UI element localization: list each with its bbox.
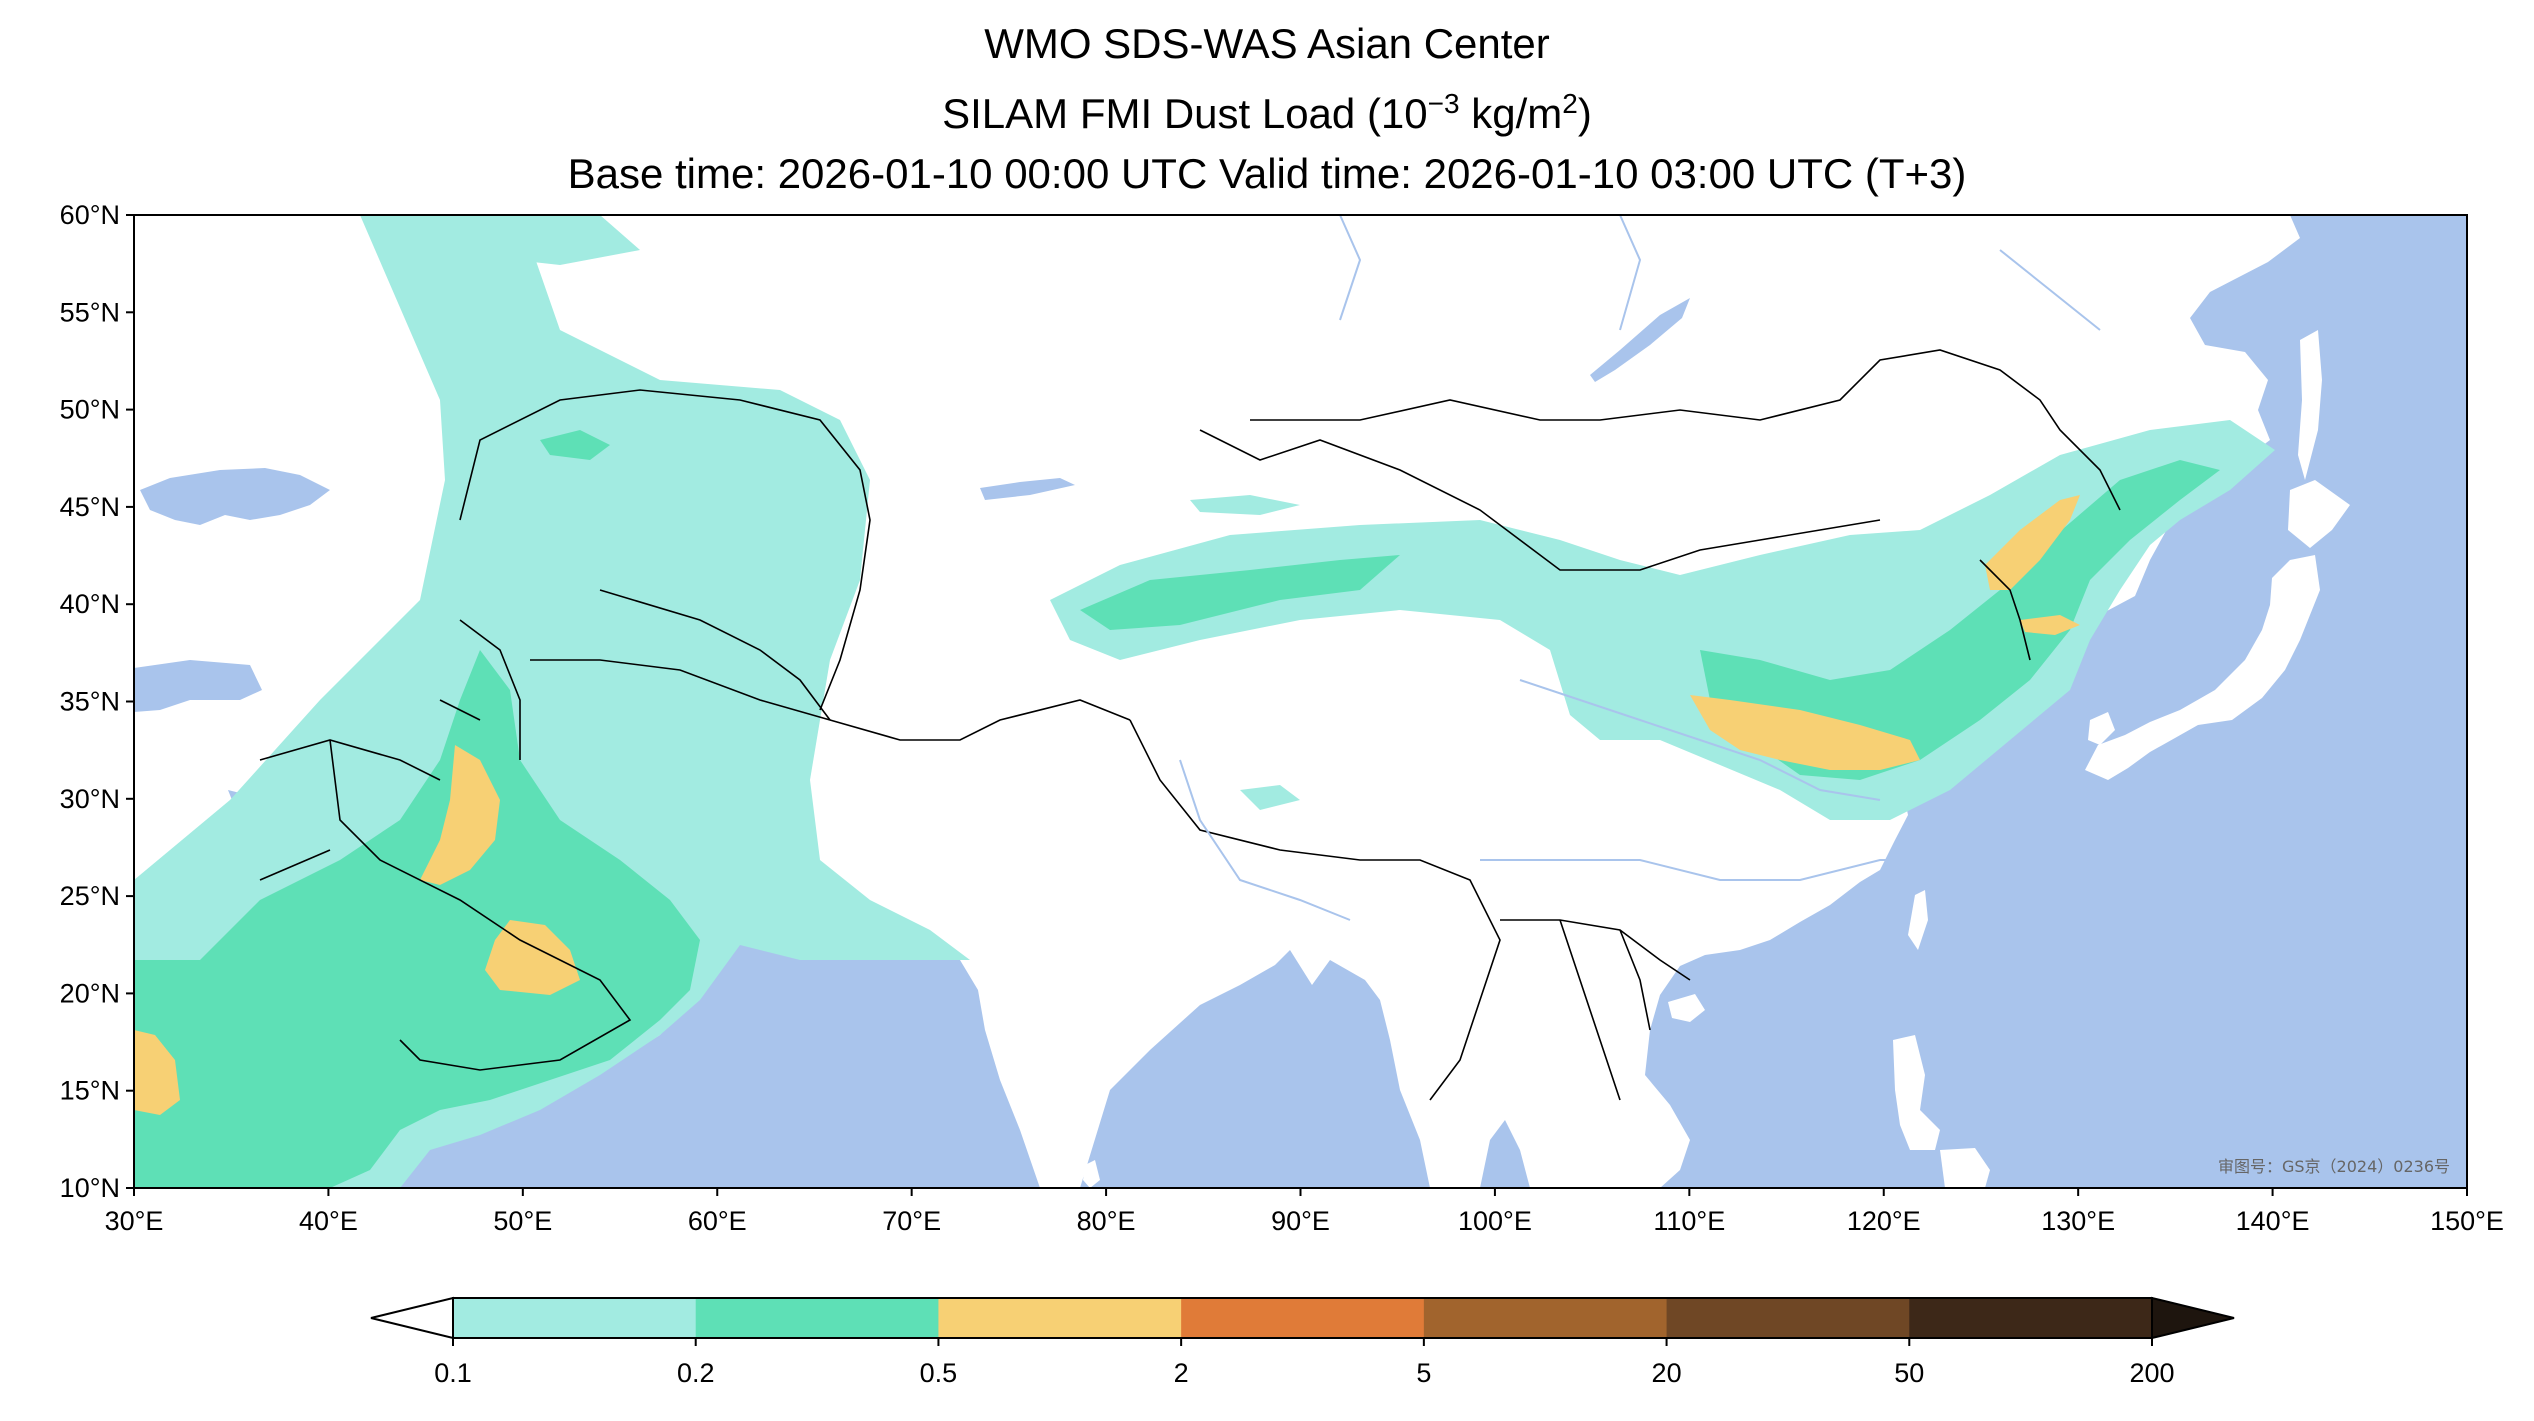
colorbar-segment [453,1298,697,1338]
colorbar-tick-label: 0.2 [677,1358,715,1388]
lon-tick-label: 140°E [2236,1206,2310,1236]
lake-balkhash [980,478,1075,500]
title-line-3: Base time: 2026-01-10 00:00 UTC Valid ti… [567,150,1967,197]
lat-tick-label: 15°N [60,1076,120,1106]
lat-tick-label: 50°N [60,395,120,425]
dust-contour-0.2-0.5 [134,430,2220,1188]
lon-tick-label: 60°E [688,1206,747,1236]
land-sri-lanka [1083,1160,1100,1188]
lat-tick-label: 35°N [60,687,120,717]
lat-tick-label: 10°N [60,1173,120,1203]
title-line-2-exponent: −3 [1427,88,1460,119]
colorbar-segment [695,1298,939,1338]
colorbar-tick-label: 0.1 [434,1358,472,1388]
colorbar-segment [938,1298,1182,1338]
colorbar: 0.1 0.2 0.5 2 5 20 50 200 [370,1296,2235,1388]
mediterranean [134,660,262,712]
lat-tick-label: 45°N [60,492,120,522]
lon-tick-label: 100°E [1458,1206,1532,1236]
colorbar-tick-label: 5 [1416,1358,1431,1388]
title-line-1: WMO SDS-WAS Asian Center [984,20,1550,67]
lat-tick-label: 55°N [60,297,120,327]
colorbar-tick-label: 20 [1652,1358,1682,1388]
lon-tick-label: 90°E [1271,1206,1330,1236]
colorbar-tick-label: 0.5 [920,1358,958,1388]
lat-tick-label: 60°N [60,200,120,230]
lon-tick-label: 40°E [299,1206,358,1236]
land-hokkaido [2288,480,2350,548]
title-line-2-unit-exponent: 2 [1562,88,1578,119]
lake-baikal [1590,298,1690,382]
colorbar-segment [1181,1298,1425,1338]
lon-tick-label: 80°E [1077,1206,1136,1236]
dust-contour-0.5-2 [134,495,2080,1115]
land-sakhalin [2298,330,2322,480]
country-borders [259,349,2121,1101]
colorbar-frame [452,1297,2153,1339]
colorbar-segment [1423,1298,1668,1338]
map-area [134,215,2467,1188]
land-kyushu [2088,712,2115,745]
approval-number: 审图号：GS京（2024）0236号 [2218,1157,2450,1176]
colorbar-under-arrow [370,1296,454,1340]
lat-tick-label: 25°N [60,881,120,911]
colorbar-tick-label: 50 [1894,1358,1924,1388]
lon-tick-label: 130°E [2041,1206,2115,1236]
colorbar-tick-label: 2 [1174,1358,1189,1388]
land-taiwan [1908,890,1928,950]
title-line-2-prefix: SILAM FMI Dust Load (10 [942,90,1428,137]
rivers [1179,215,2101,921]
colorbar-tick-label: 200 [2129,1358,2174,1388]
land-hainan [1668,994,1705,1022]
title-line-2: SILAM FMI Dust Load (10−3 kg/m2) [0,74,2534,144]
black-sea [140,468,330,525]
lon-tick-label: 150°E [2430,1206,2504,1236]
colorbar-segment [1909,1298,2153,1338]
lat-tick-label: 30°N [60,784,120,814]
land-japan [2085,555,2320,780]
lon-tick-label: 120°E [1847,1206,1921,1236]
latitude-axis: 60°N 55°N 50°N 45°N 40°N 35°N 30°N 25°N 20°N 15°N… [60,200,134,1203]
colorbar-over-arrow [2151,1296,2235,1340]
lon-tick-label: 70°E [882,1206,941,1236]
title-line-2-suffix: ) [1577,90,1592,137]
land-luzon [1893,1035,1940,1150]
lon-tick-label: 50°E [493,1206,552,1236]
land-philippines-south [1940,1148,1990,1188]
title-line-2-unit: kg/m [1459,90,1563,137]
lon-tick-label: 30°E [105,1206,164,1236]
lon-tick-label: 110°E [1653,1206,1725,1236]
lat-tick-label: 40°N [60,589,120,619]
lat-tick-label: 20°N [60,978,120,1008]
colorbar-segment [1666,1298,1910,1338]
title-block: WMO SDS-WAS Asian Center SILAM FMI Dust … [0,14,2534,204]
longitude-axis: 30°E 40°E 50°E 60°E 70°E 80°E 90°E 100°E 110°E 12… [105,1188,2504,1236]
